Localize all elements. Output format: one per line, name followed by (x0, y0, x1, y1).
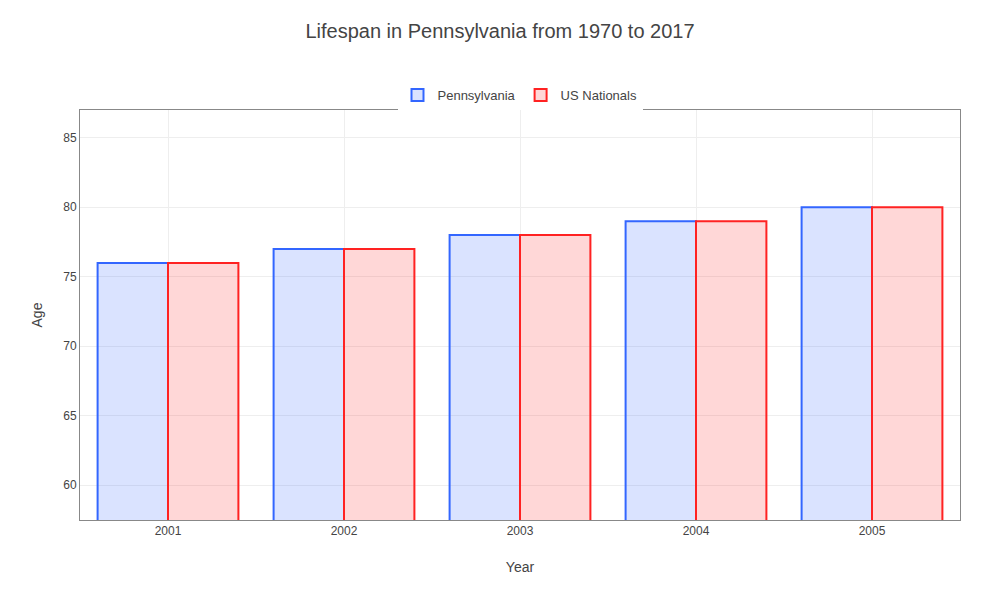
svg-text:2004: 2004 (683, 524, 710, 538)
svg-text:2003: 2003 (507, 524, 534, 538)
svg-text:Pennsylvania: Pennsylvania (438, 88, 516, 103)
svg-text:2001: 2001 (155, 524, 182, 538)
svg-text:65: 65 (63, 409, 77, 423)
svg-text:70: 70 (63, 339, 77, 353)
svg-text:75: 75 (63, 270, 77, 284)
svg-text:60: 60 (63, 478, 77, 492)
svg-text:Lifespan in Pennsylvania from: Lifespan in Pennsylvania from 1970 to 20… (305, 20, 694, 42)
svg-text:85: 85 (63, 131, 77, 145)
svg-text:US Nationals: US Nationals (561, 88, 637, 103)
svg-text:Year: Year (506, 559, 535, 575)
svg-text:2005: 2005 (859, 524, 886, 538)
svg-text:80: 80 (63, 200, 77, 214)
svg-text:2002: 2002 (331, 524, 358, 538)
svg-text:Age: Age (29, 302, 45, 327)
